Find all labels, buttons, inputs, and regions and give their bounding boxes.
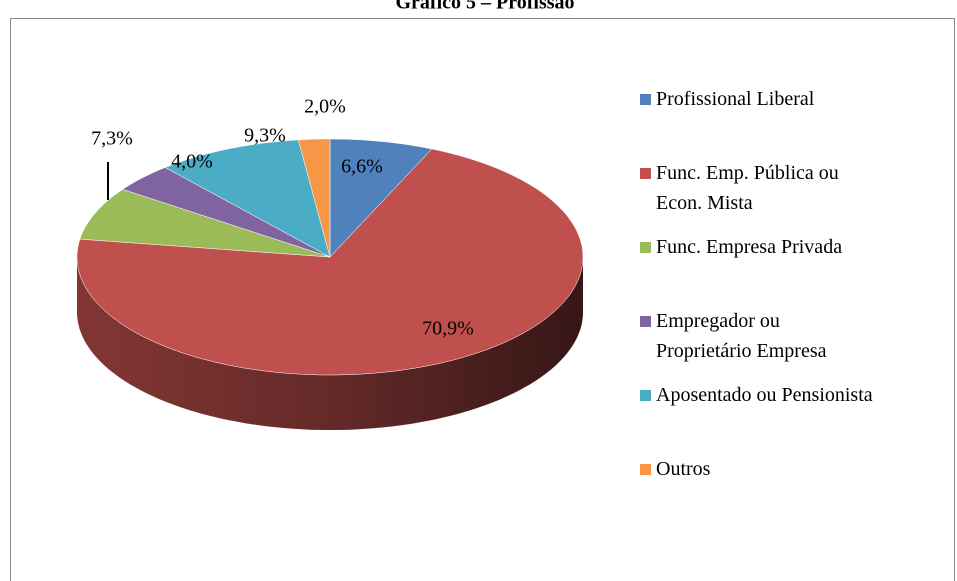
legend-item: Aposentado ou Pensionista xyxy=(638,380,953,410)
slice xyxy=(329,138,433,258)
data-labels: 6,6% 70,9% 7,3% 4,0% 9,3% 2,0% xyxy=(91,96,474,340)
legend-item: Func. Emp. Pública ou Econ. Mista xyxy=(638,158,953,218)
slice xyxy=(79,189,331,258)
legend-swatch xyxy=(640,168,651,179)
legend-label: Empregador ou Proprietário Empresa xyxy=(656,310,827,362)
legend-swatch xyxy=(640,464,651,475)
legend-item: Empregador ou Proprietário Empresa xyxy=(638,306,953,366)
chart-frame xyxy=(10,18,955,581)
slice xyxy=(164,139,331,258)
legend-label: Profissional Liberal xyxy=(656,88,815,110)
legend-swatch xyxy=(640,390,651,401)
legend-item: Profissional Liberal xyxy=(638,84,953,114)
legend-swatch xyxy=(640,242,651,253)
data-label: 7,3% xyxy=(91,128,133,150)
legend-label: Func. Emp. Pública ou Econ. Mista xyxy=(656,162,839,214)
chart-title: Gráfico 5 – Profissão xyxy=(395,0,574,14)
legend-label: Aposentado ou Pensionista xyxy=(656,384,873,406)
slice-side-shade xyxy=(77,257,583,430)
data-label: 2,0% xyxy=(304,96,346,118)
legend-swatch xyxy=(640,94,651,105)
data-label: 4,0% xyxy=(171,151,213,173)
legend-item: Func. Empresa Privada xyxy=(638,232,953,262)
data-label: 6,6% xyxy=(341,156,383,178)
legend-label: Outros xyxy=(656,458,711,480)
legend-item: Outros xyxy=(638,454,953,484)
slice xyxy=(297,138,331,258)
legend-label: Func. Empresa Privada xyxy=(656,236,843,258)
pie xyxy=(76,138,584,430)
data-label: 9,3% xyxy=(244,125,286,147)
data-label: 70,9% xyxy=(422,318,474,340)
legend: Profissional Liberal Func. Emp. Pública o… xyxy=(638,84,953,484)
legend-swatch xyxy=(640,316,651,327)
slice xyxy=(122,167,331,258)
slice xyxy=(76,148,584,376)
